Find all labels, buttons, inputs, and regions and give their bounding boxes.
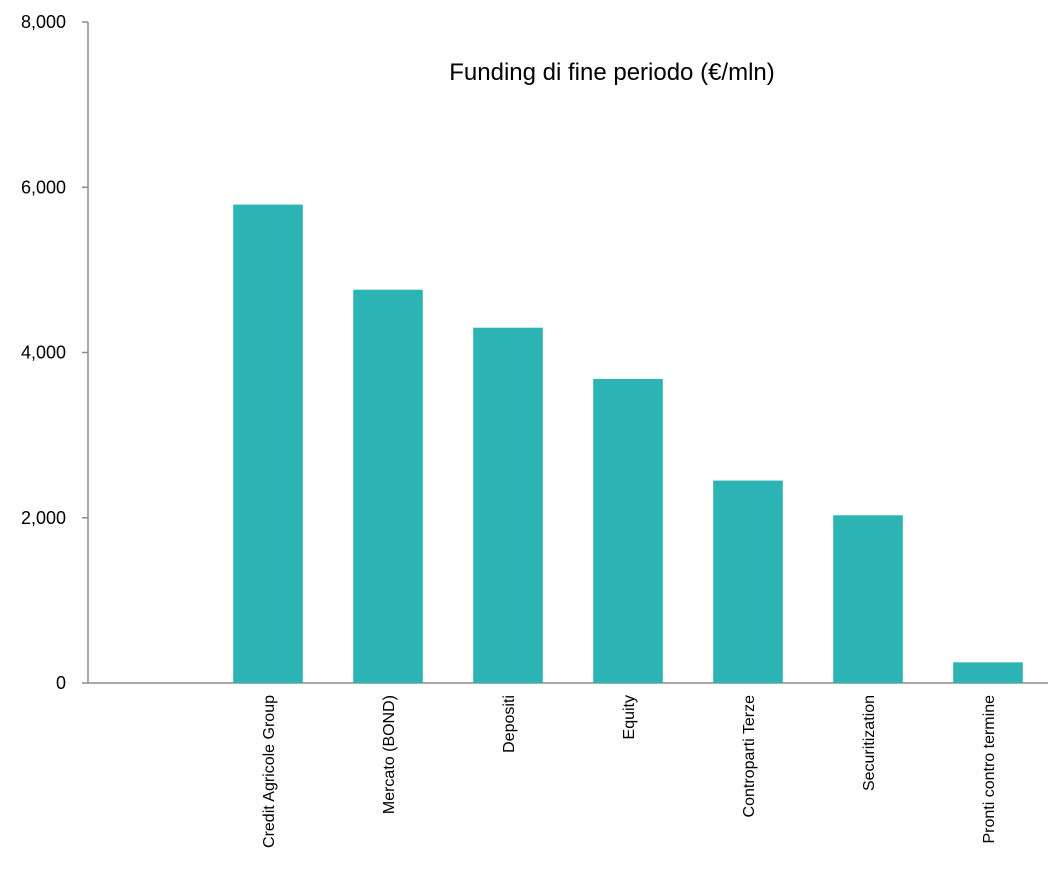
y-tick-label: 4,000 — [21, 343, 66, 363]
bar — [233, 204, 303, 683]
bar — [353, 289, 423, 683]
bar — [473, 327, 543, 683]
x-category-label: Depositi — [501, 695, 518, 753]
bar — [593, 378, 663, 683]
x-category-label: Equity — [621, 695, 638, 739]
bar — [953, 662, 1023, 683]
bar — [713, 480, 783, 683]
y-tick-label: 0 — [56, 673, 66, 693]
bars-group — [233, 204, 1023, 683]
chart-title: Funding di fine periodo (€/mln) — [449, 59, 775, 86]
y-tick-label: 8,000 — [21, 12, 66, 32]
x-category-label: Credit Agricole Group — [261, 695, 278, 848]
x-axis-labels: Credit Agricole Group Mercato (BOND) Depos… — [261, 695, 998, 848]
x-category-label: Mercato (BOND) — [381, 695, 398, 814]
x-category-label: Pronti contro termine — [981, 695, 998, 844]
bar — [833, 515, 903, 683]
y-axis-ticks: 0 2,000 4,000 6,000 8,000 — [21, 12, 88, 693]
x-category-label: Securitization — [861, 695, 878, 791]
y-tick-label: 2,000 — [21, 508, 66, 528]
y-tick-label: 6,000 — [21, 177, 66, 197]
x-category-label: Controparti Terze — [741, 695, 758, 818]
